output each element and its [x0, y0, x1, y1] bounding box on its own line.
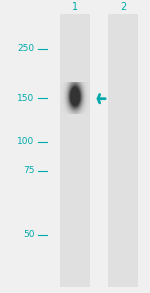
Text: 2: 2 — [120, 2, 126, 12]
Text: 50: 50 — [23, 230, 34, 239]
Text: 150: 150 — [17, 93, 34, 103]
Text: 75: 75 — [23, 166, 34, 175]
Bar — [60, 14, 90, 287]
Text: 100: 100 — [17, 137, 34, 146]
Text: 250: 250 — [17, 44, 34, 53]
Bar — [108, 14, 138, 287]
Text: 1: 1 — [72, 2, 78, 12]
